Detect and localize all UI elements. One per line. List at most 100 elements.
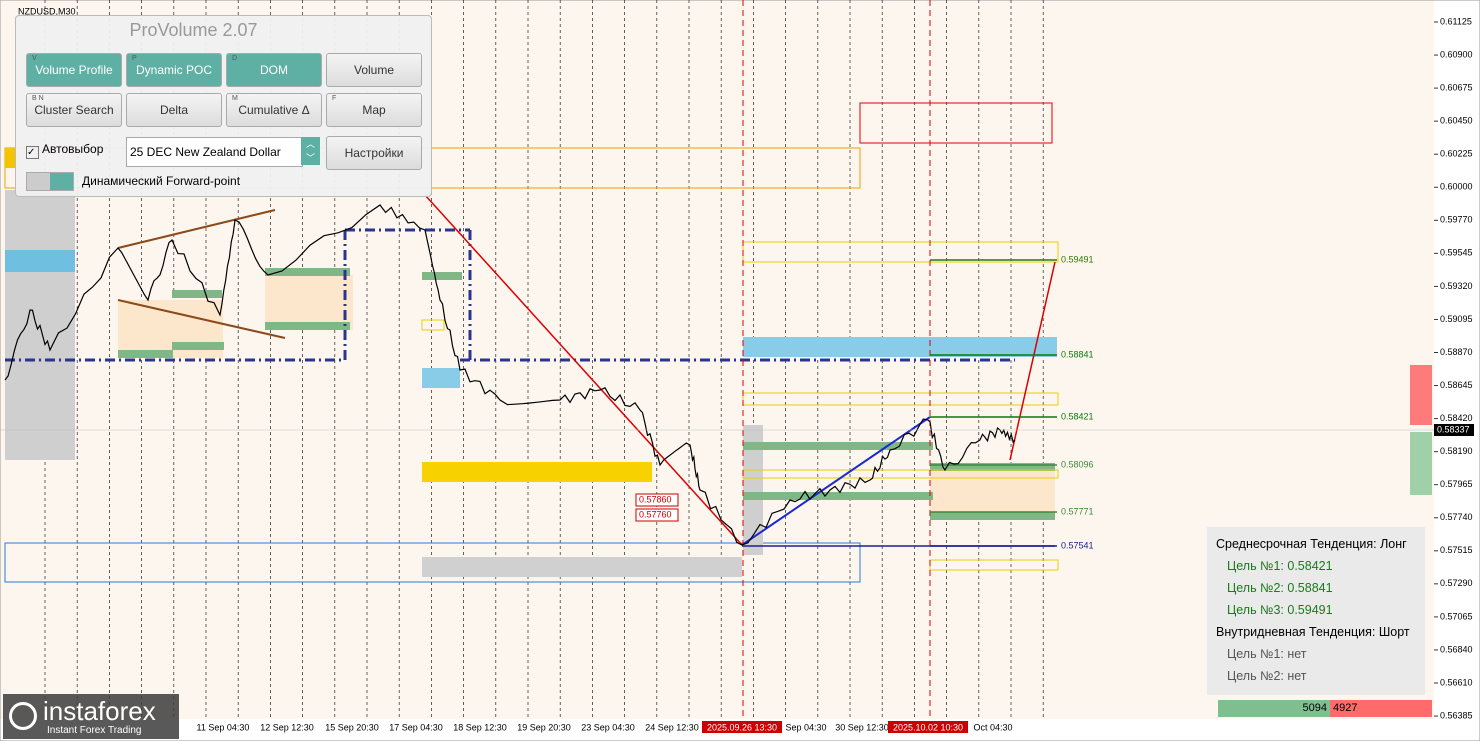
panel-title: ProVolume 2.07 — [129, 20, 258, 40]
channel-line — [117, 209, 276, 249]
autoselect-label: Автовыбор — [42, 142, 104, 156]
level-label: 0.59491 — [1061, 254, 1094, 264]
level-label: 0.58421 — [1061, 411, 1094, 421]
time-marker-bg — [702, 721, 782, 733]
range-zone — [265, 275, 353, 330]
current-price: 0.58337 — [1437, 424, 1470, 434]
button-key: F — [332, 95, 337, 102]
volume-profile — [743, 425, 763, 555]
symbol: NZDUSD,M30 — [18, 6, 76, 16]
indicator-button[interactable]: DOM D — [226, 53, 322, 87]
time-label: 2025.09.26 13:30 — [707, 722, 777, 732]
current-price-bg — [1434, 424, 1474, 436]
volume-bar — [172, 342, 224, 350]
price-label: 0.57515 — [1440, 545, 1473, 555]
watermark: instaforex Instant Forex Trading — [3, 694, 179, 739]
price-label: 0.59320 — [1440, 281, 1473, 291]
button-key: V — [32, 55, 37, 62]
level-label: 0.57771 — [1061, 506, 1094, 516]
indicator-button[interactable]: Delta — [126, 93, 222, 127]
time-label: 15 Sep 20:30 — [325, 722, 379, 732]
zone-mark — [5, 148, 15, 168]
sell-profile — [1410, 365, 1432, 425]
target: Цель №2: нет — [1227, 669, 1307, 683]
time-label: 12 Sep 12:30 — [260, 722, 314, 732]
marked-level: 0.57760 — [639, 509, 672, 519]
price-label: 0.60450 — [1440, 116, 1473, 126]
volume-bar — [930, 512, 1055, 520]
medium-trend: Среднесрочная Тенденция: Лонг — [1216, 537, 1407, 551]
price-label: 0.59770 — [1440, 215, 1473, 225]
price-label: 0.59545 — [1440, 248, 1473, 258]
price-label: 0.57740 — [1440, 512, 1473, 522]
volume-bar — [422, 272, 462, 280]
autoselect[interactable]: ✓ Автовыбор — [26, 142, 104, 159]
price-label: 0.60000 — [1440, 182, 1473, 192]
time-label: 17 Sep 04:30 — [389, 722, 443, 732]
price-label: 0.60675 — [1440, 82, 1473, 92]
instrument-select[interactable]: 25 DEC New Zealand Dollar — [126, 137, 303, 167]
brand: instaforex — [43, 696, 156, 726]
forward-label: Динамический Forward-point — [82, 174, 241, 188]
level-label: 0.57541 — [1061, 540, 1094, 550]
volume-bar — [930, 463, 1055, 471]
time-label: 30 Sep 12:30 — [835, 722, 889, 732]
time-marker-bg — [888, 721, 968, 733]
trend-line — [741, 416, 931, 546]
price-label: 0.59095 — [1440, 314, 1473, 324]
price-label: 0.56610 — [1440, 677, 1473, 687]
volume-bar — [172, 290, 222, 298]
volume-bar — [265, 268, 350, 276]
button-key: M — [232, 95, 238, 102]
gray-zone — [422, 557, 742, 577]
forward-toggle[interactable] — [26, 172, 74, 191]
time-label: 23 Sep 04:30 — [581, 722, 635, 732]
indicator-button[interactable]: Volume Profile V — [26, 53, 122, 87]
price-label: 0.58420 — [1440, 413, 1473, 423]
marked-level-bg — [635, 493, 679, 507]
trend-info: Среднесрочная Тенденция: Лонг Цель №1: 0… — [1207, 527, 1425, 695]
target-box — [859, 102, 1053, 144]
price-label: 0.57065 — [1440, 611, 1473, 621]
volume-bar — [265, 322, 350, 330]
demand-zone — [4, 542, 861, 583]
price-path — [4, 204, 1016, 546]
time-label: 19 Sep 20:30 — [517, 722, 571, 732]
indicator-button[interactable]: Volume — [326, 53, 422, 87]
time-label: 18 Sep 12:30 — [453, 722, 507, 732]
buy-profile — [1410, 432, 1432, 495]
yellow-zone — [422, 462, 652, 482]
indicator-button[interactable]: Dynamic POC P — [126, 53, 222, 87]
price-label: 0.60900 — [1440, 49, 1473, 59]
level-label: 0.58096 — [1061, 459, 1094, 469]
price-label: 0.58190 — [1440, 446, 1473, 456]
buy-volume: 5094 — [1218, 700, 1330, 717]
poc-zone — [5, 250, 75, 272]
channel-line — [117, 299, 286, 339]
price-label: 0.56385 — [1440, 710, 1473, 720]
marked-level-bg — [635, 508, 679, 522]
price-label: 0.57290 — [1440, 578, 1473, 588]
trend-line — [1009, 261, 1056, 461]
level-label: 0.58841 — [1061, 349, 1094, 359]
time-label: 24 Sep 12:30 — [645, 722, 699, 732]
trend-line — [424, 194, 743, 546]
intraday-trend: Внутридневная Тенденция: Шорт — [1216, 625, 1410, 639]
volume-split: 5094 4927 — [1218, 700, 1432, 717]
indicator-button[interactable]: Map F — [326, 93, 422, 127]
volume-bar — [118, 350, 173, 358]
indicator-button[interactable]: Cluster Search B N — [26, 93, 122, 127]
marked-level: 0.57860 — [639, 494, 672, 504]
price-label: 0.58870 — [1440, 347, 1473, 357]
button-key: B N — [32, 95, 44, 102]
volume-bar — [743, 442, 933, 450]
level-box — [742, 392, 1059, 406]
tagline: Instant Forex Trading — [47, 725, 142, 736]
level-box — [421, 319, 445, 331]
button-key: D — [232, 55, 238, 62]
price-label: 0.56840 — [1440, 644, 1473, 654]
select-arrows[interactable]: ︿ ﹀ — [301, 137, 320, 165]
settings-button[interactable]: Настройки — [326, 136, 422, 170]
